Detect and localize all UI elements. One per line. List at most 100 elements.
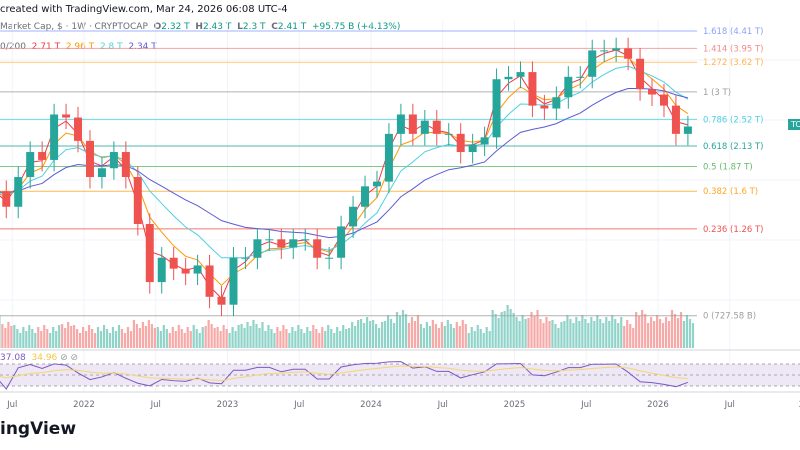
rsi-legend: 37.08 34.96 ⊘ ⊘ (0, 353, 78, 363)
candle (38, 152, 47, 160)
volume-bar (90, 329, 94, 348)
volume-bar (55, 331, 58, 348)
candle (504, 76, 513, 80)
candle (420, 120, 429, 134)
candle (62, 114, 71, 118)
volume-bar (485, 327, 488, 348)
volume-bar (93, 333, 97, 348)
candle (277, 239, 286, 248)
volume-bar (428, 326, 432, 348)
volume-bar (222, 325, 225, 348)
volume-bar (162, 325, 165, 348)
volume-bar (458, 326, 461, 348)
volume-bar (584, 319, 587, 348)
volume-bar (470, 327, 473, 348)
volume-bar (473, 331, 476, 348)
price-chart[interactable]: Jul 2022 Jul 2023 Jul 2024 Jul 2025 Jul 2026 Jul 2 1… (0, 0, 800, 420)
volume-bar (383, 321, 387, 348)
x-tick-label: 2026 (647, 400, 669, 410)
volume-bar (679, 312, 683, 348)
high-value: 2.43 T (202, 22, 232, 32)
candle (121, 152, 130, 178)
volume-bar (189, 331, 192, 348)
volume-bar (117, 325, 121, 348)
volume-bar (228, 333, 231, 348)
volume-bar (61, 324, 64, 348)
volume-bar (174, 331, 177, 348)
volume-bar (243, 328, 246, 348)
volume-bar (123, 333, 127, 348)
volume-bar (521, 315, 524, 348)
volume-bar (306, 327, 309, 348)
moving-average-4 (0, 87, 689, 239)
ma-label[interactable]: 0/200 (0, 42, 26, 52)
candle (2, 191, 11, 207)
volume-bar (449, 324, 452, 348)
volume-bar (7, 322, 10, 348)
candle (97, 168, 106, 178)
candle (612, 48, 621, 51)
volume-bar (464, 324, 467, 348)
volume-bar (96, 327, 100, 348)
candle (241, 257, 250, 259)
candle (480, 137, 489, 145)
volume-bar (67, 322, 70, 348)
volume-bar (626, 320, 629, 348)
volume-bar (455, 322, 458, 348)
volume-bar (554, 324, 557, 348)
volume-bar (437, 328, 440, 348)
volume-bar (135, 324, 139, 348)
volume-bar (177, 325, 180, 348)
volume-bar (551, 320, 554, 348)
hidden-icon[interactable]: ⊘ ⊘ (60, 353, 79, 363)
volume-bar (315, 329, 318, 348)
volume-bar (566, 315, 569, 348)
volume-bar (43, 325, 46, 348)
volume-bar (500, 312, 503, 348)
volume-bar (371, 320, 375, 348)
volume-bar (608, 321, 611, 348)
candle (576, 76, 585, 78)
open-value: 2.32 T (161, 22, 190, 32)
volume-bar (482, 333, 485, 348)
candle (528, 72, 537, 106)
volume-bar (120, 329, 124, 348)
candle (325, 257, 334, 259)
volume-bar (201, 327, 204, 348)
volume-bar (285, 329, 288, 348)
rsi-line (0, 361, 689, 390)
volume-bar (374, 324, 378, 348)
volume-bar (572, 323, 575, 348)
volume-bar (539, 319, 542, 348)
volume-bar (333, 333, 336, 348)
symbol-name[interactable]: Market Cap, $ · 1W · CRYPTOCAP (0, 22, 148, 32)
candle (408, 114, 417, 134)
volume-bar (620, 317, 623, 348)
volume-bar (1, 324, 4, 348)
volume-bar (667, 321, 671, 348)
volume-bar (422, 328, 426, 348)
volume-bar (366, 317, 369, 348)
close-label: C (271, 22, 278, 32)
volume-bar (661, 323, 665, 348)
volume-bar (575, 317, 578, 348)
candle (468, 144, 477, 153)
volume-bar (339, 331, 342, 348)
volume-bar (354, 326, 357, 348)
volume-bar (644, 314, 647, 348)
volume-bar (150, 324, 153, 348)
candle (289, 239, 298, 248)
volume-bar (446, 320, 449, 348)
candle (74, 117, 83, 141)
candle (337, 226, 346, 258)
volume-bar (70, 326, 73, 348)
volume-bar (168, 333, 171, 348)
volume-bar (587, 323, 590, 348)
candle (659, 94, 668, 106)
volume-bar (312, 325, 315, 348)
x-tick-label: 2 (799, 400, 800, 410)
volume-bar (398, 316, 402, 348)
volume-bar (288, 333, 291, 348)
candle (516, 72, 525, 77)
volume-bar (46, 329, 49, 348)
